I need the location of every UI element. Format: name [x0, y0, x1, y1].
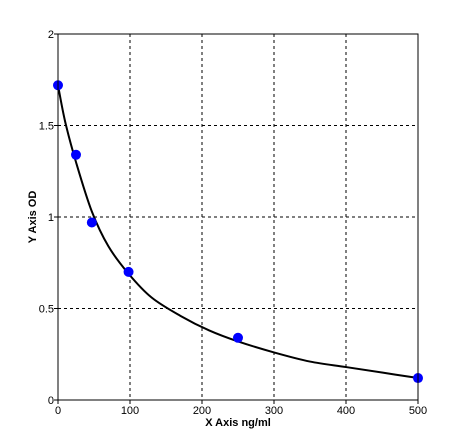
x-tick-label: 400: [337, 405, 355, 417]
x-tick-label: 500: [409, 405, 427, 417]
x-axis-title: X Axis ng/ml: [205, 417, 271, 429]
y-tick-label: 0.5: [39, 304, 54, 316]
data-point: [86, 217, 97, 228]
x-axis-ticks: 0 100 200 300 400 500: [55, 400, 427, 417]
y-tick-label: 2: [48, 29, 54, 41]
x-tick-label: 0: [55, 405, 61, 417]
x-tick-label: 100: [121, 405, 139, 417]
grid: [58, 34, 418, 400]
y-axis-ticks: 0 0.5 1 1.5 2: [39, 29, 58, 407]
y-tick-label: 0: [48, 395, 54, 407]
y-axis-title: Y Axis OD: [27, 191, 39, 244]
data-point: [233, 332, 243, 343]
x-tick-label: 200: [193, 405, 211, 417]
x-tick-label: 300: [265, 405, 283, 417]
y-tick-label: 1.5: [39, 121, 54, 133]
data-point: [123, 266, 134, 277]
fit-curve: [57, 85, 419, 380]
data-point: [71, 149, 81, 160]
y-tick-label: 1: [48, 212, 54, 224]
